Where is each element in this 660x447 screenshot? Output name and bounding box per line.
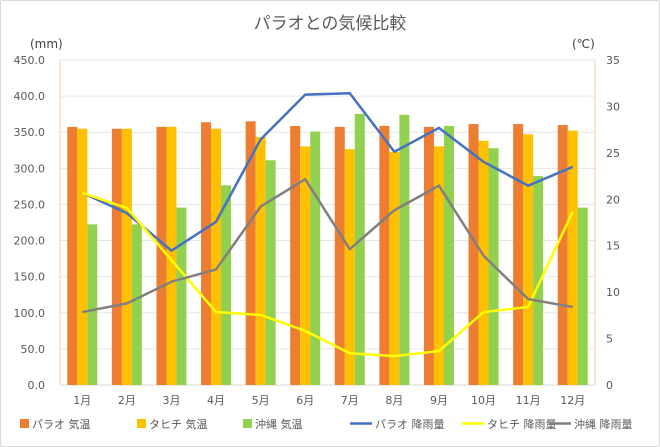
chart-title: パラオとの気候比較 — [254, 14, 407, 34]
bar-tahiti-temp — [567, 130, 578, 385]
bar-okinawa-temp — [533, 176, 544, 385]
legend-label: パラオ 降雨量 — [375, 417, 445, 431]
line-tahiti-rainfall — [81, 191, 574, 358]
x-tick-label: 5月 — [252, 394, 270, 407]
bar-palau-temp — [67, 126, 78, 385]
bar-palau-temp — [334, 126, 345, 385]
left-tick-label: 0.0 — [28, 379, 46, 392]
right-tick-label: 25 — [606, 147, 620, 160]
bar-tahiti-temp — [255, 137, 266, 385]
bar-palau-temp — [156, 126, 167, 385]
x-tick-label: 1月 — [73, 394, 91, 407]
legend-swatch — [20, 419, 29, 428]
left-tick-label: 300.0 — [14, 162, 46, 175]
bar-tahiti-temp — [166, 126, 177, 385]
bar-tahiti-temp — [77, 128, 88, 385]
x-tick-label: 11月 — [516, 394, 541, 407]
right-tick-label: 15 — [606, 240, 620, 253]
left-tick-label: 450.0 — [14, 54, 46, 67]
right-axis-unit: (℃) — [572, 37, 595, 51]
bar-palau-temp — [513, 124, 524, 386]
bar-palau-temp — [290, 125, 301, 385]
bar-tahiti-temp — [478, 140, 489, 385]
left-axis-unit: (mm) — [30, 37, 63, 51]
right-tick-label: 20 — [606, 193, 620, 206]
left-tick-label: 150.0 — [14, 271, 46, 284]
legend-label: 沖縄 降雨量 — [574, 417, 633, 431]
right-tick-label: 5 — [606, 333, 613, 346]
legend-swatch — [243, 419, 252, 428]
bar-okinawa-temp — [310, 131, 321, 385]
bar-tahiti-temp — [344, 149, 355, 385]
right-tick-label: 0 — [606, 379, 613, 392]
x-tick-label: 3月 — [162, 394, 180, 407]
bar-palau-temp — [423, 126, 434, 385]
left-tick-label: 400.0 — [14, 90, 46, 103]
bar-okinawa-temp — [131, 224, 142, 385]
bar-palau-temp — [468, 124, 479, 386]
bar-palau-temp — [557, 125, 568, 385]
bar-okinawa-temp — [443, 125, 454, 385]
x-tick-label: 8月 — [385, 394, 403, 407]
bar-okinawa-temp — [354, 113, 365, 385]
left-tick-label: 350.0 — [14, 126, 46, 139]
left-tick-label: 50.0 — [21, 343, 46, 356]
x-tick-label: 7月 — [341, 394, 359, 407]
bar-palau-temp — [201, 122, 212, 385]
right-tick-label: 10 — [606, 286, 620, 299]
legend-swatch — [137, 419, 146, 428]
bar-okinawa-temp — [399, 114, 410, 386]
right-tick-label: 35 — [606, 54, 620, 67]
bar-okinawa-temp — [577, 207, 588, 385]
bar-tahiti-temp — [121, 128, 132, 385]
x-tick-label: 12月 — [560, 394, 585, 407]
left-tick-label: 250.0 — [14, 198, 46, 211]
bar-okinawa-temp — [221, 185, 232, 385]
x-tick-label: 2月 — [118, 394, 136, 407]
right-tick-label: 30 — [606, 100, 620, 113]
legend-label: タヒチ 気温 — [149, 417, 208, 431]
bar-tahiti-temp — [433, 146, 444, 385]
bar-tahiti-temp — [300, 146, 311, 385]
bar-okinawa-temp — [87, 224, 98, 385]
bar-tahiti-temp — [389, 151, 400, 385]
legend-label: パラオ 気温 — [32, 417, 91, 431]
x-tick-label: 10月 — [471, 394, 496, 407]
bar-tahiti-temp — [523, 134, 534, 385]
bar-palau-temp — [379, 125, 390, 385]
left-tick-label: 100.0 — [14, 307, 46, 320]
line-palau-rainfall — [81, 91, 574, 252]
x-tick-label: 4月 — [207, 394, 225, 407]
bar-okinawa-temp — [176, 207, 187, 385]
bar-okinawa-temp — [265, 160, 276, 385]
bar-tahiti-temp — [211, 128, 222, 385]
x-tick-label: 9月 — [430, 394, 448, 407]
legend-label: タヒチ 降雨量 — [487, 417, 557, 431]
left-tick-label: 200.0 — [14, 235, 46, 248]
line-okinawa-rainfall — [82, 177, 573, 314]
bar-palau-temp — [245, 121, 256, 386]
x-tick-label: 6月 — [296, 394, 314, 407]
bar-palau-temp — [111, 128, 122, 385]
legend-label: 沖縄 気温 — [255, 417, 303, 431]
